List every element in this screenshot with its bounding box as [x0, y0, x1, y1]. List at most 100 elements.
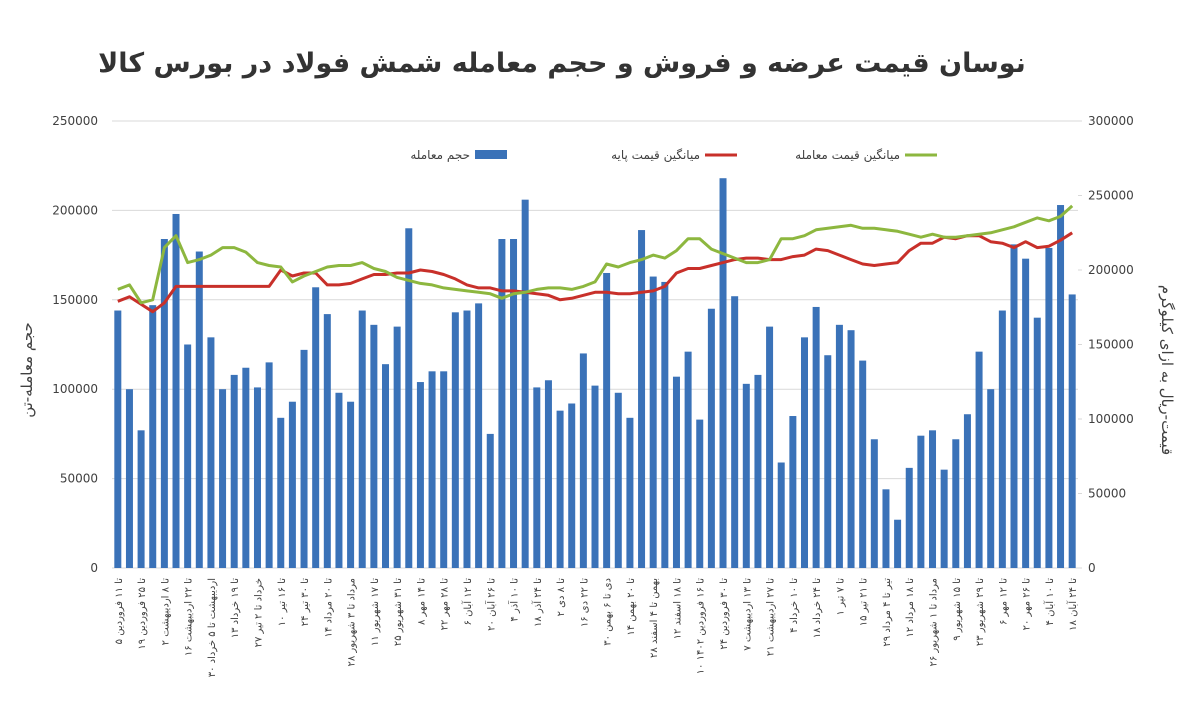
bar	[672, 376, 680, 568]
x-tick-label: ۲۰ تا ۲۶ مهر	[1022, 578, 1033, 631]
bar	[416, 382, 424, 568]
x-tick-label: ۵ تا ۱۱ فروردین	[114, 578, 125, 645]
x-tick-label: ۱ تا ۷ تیر	[835, 578, 846, 616]
bar	[1010, 244, 1018, 568]
bar	[288, 401, 296, 568]
x-tick-label: ۹ تا ۱۵ شهریور	[952, 578, 963, 641]
x-tick-label: ۳۰ دی تا ۶ بهمن	[603, 578, 614, 646]
y-tick-label: 150000	[52, 293, 98, 307]
bar	[347, 401, 355, 568]
x-tick-label: ۱۶ تا ۲۲ اردیبهشت	[184, 578, 195, 656]
y2-tick-label: 100000	[1088, 412, 1134, 426]
bar	[137, 430, 145, 568]
bar	[579, 353, 587, 568]
bar	[207, 337, 215, 568]
y2-tick-label: 250000	[1088, 189, 1134, 203]
x-tick-label: ۲۸ بهمن تا ۴ اسفند	[649, 578, 660, 658]
bar	[265, 362, 273, 568]
x-tick-label: ۱۴ تا ۲۰ مرداد	[323, 578, 334, 638]
x-tick-label: ۱۳ تا ۱۹ خرداد	[230, 578, 241, 638]
x-tick-label: ۱۵ تا ۲۱ تیر	[859, 578, 870, 626]
bar	[731, 296, 739, 568]
bar	[847, 330, 855, 568]
bar	[824, 355, 832, 568]
x-tick-label: ۱۱ تا ۱۷ شهریور	[370, 578, 381, 646]
bar	[393, 326, 401, 568]
y2-tick-label: 200000	[1088, 263, 1134, 277]
bar	[428, 371, 436, 568]
bar	[812, 306, 820, 568]
bar	[405, 228, 413, 568]
x-tick-label: ۱۲ تا ۱۸ مرداد	[905, 578, 916, 638]
bar	[533, 387, 541, 568]
x-tick-label: ۱۸ تا ۲۴ آذر	[531, 578, 544, 627]
y-tick-label: 0	[90, 561, 98, 575]
bar	[1033, 317, 1041, 568]
x-tick-label: ۱۴ تا ۲۰ بهمن	[626, 578, 637, 636]
bar	[929, 430, 937, 568]
x-tick-label: ۲۲ تا ۲۸ مهر	[440, 578, 451, 631]
x-tick-label: ۲۰ تا ۲۶ آبان	[484, 578, 497, 631]
bar	[626, 417, 634, 568]
x-tick-label: ۲۴ تا ۳۰ تیر	[300, 578, 311, 626]
y-tick-label: 250000	[52, 114, 98, 128]
bar	[568, 403, 576, 568]
bar	[230, 374, 238, 568]
bar	[707, 308, 715, 568]
bar	[300, 349, 308, 568]
bar	[312, 287, 320, 568]
bar	[242, 367, 250, 568]
bar	[556, 410, 564, 568]
x-tick-label: ۱۲ تا ۱۸ اسفند	[672, 578, 683, 640]
bar	[323, 314, 331, 568]
bar	[952, 439, 960, 568]
bar	[475, 303, 483, 568]
bar	[544, 380, 552, 568]
bar	[1022, 258, 1030, 568]
y2-tick-label: 150000	[1088, 338, 1134, 352]
bar	[149, 305, 157, 568]
y2-axis-title: قیمت-ریال به ازای کیلوگرم	[1158, 285, 1176, 455]
x-tick-label: ۲۸ مرداد تا ۳ شهریور	[347, 578, 358, 667]
bar	[370, 324, 378, 568]
x-tick-label: ۸ تا ۱۴ مهر	[416, 578, 427, 625]
legend-label: میانگین قیمت معامله	[795, 148, 900, 163]
bar	[940, 469, 948, 568]
bar	[114, 310, 122, 568]
bar	[358, 310, 366, 568]
x-tick-label: ۴ تا ۱۰ خرداد	[789, 578, 800, 633]
y-tick-label: 100000	[52, 382, 98, 396]
x-tick-label: ۶ تا ۱۲ آبان	[461, 578, 474, 626]
bar	[742, 383, 750, 568]
bar	[440, 371, 448, 568]
bar	[486, 433, 494, 568]
x-tick-label: ۴ تا ۱۰ آذر	[508, 578, 521, 622]
legend-label: میانگین قیمت پایه	[611, 148, 700, 163]
x-tick-label: ۱۰ تا ۱۶ تیر	[277, 578, 288, 626]
bar	[160, 239, 168, 568]
chart-title: نوسان قیمت عرضه و فروش و حجم معامله شمش …	[98, 48, 1026, 79]
bar	[510, 239, 518, 568]
bar	[684, 351, 692, 568]
x-tick-label: ۲ تا ۸ دی	[556, 578, 567, 617]
x-tick-label: ۲۹ تیر تا ۴ مرداد	[882, 578, 893, 647]
bar	[603, 272, 611, 568]
y2-tick-label: 50000	[1088, 487, 1126, 501]
bar	[125, 389, 133, 568]
bar	[719, 178, 727, 568]
bar	[463, 310, 471, 568]
bar	[894, 519, 902, 568]
y-tick-label: 200000	[52, 203, 98, 217]
x-tick-label: ۷ تا ۱۳ اردیبهشت	[742, 578, 753, 651]
x-tick-label: ۱۹ تا ۲۵ فروردین	[137, 578, 148, 650]
bar	[1068, 294, 1076, 568]
bar	[219, 389, 227, 568]
x-tick-label: ۱۶ تا ۲۲ دی	[579, 578, 590, 627]
bar	[277, 417, 285, 568]
bar	[766, 326, 774, 568]
bar	[253, 387, 261, 568]
x-tick-label: ۲۷ خرداد تا ۲ تیر	[253, 578, 264, 647]
bar	[963, 414, 971, 568]
x-tick-label: ۲۱ تا ۲۷ اردیبهشت	[766, 578, 777, 656]
